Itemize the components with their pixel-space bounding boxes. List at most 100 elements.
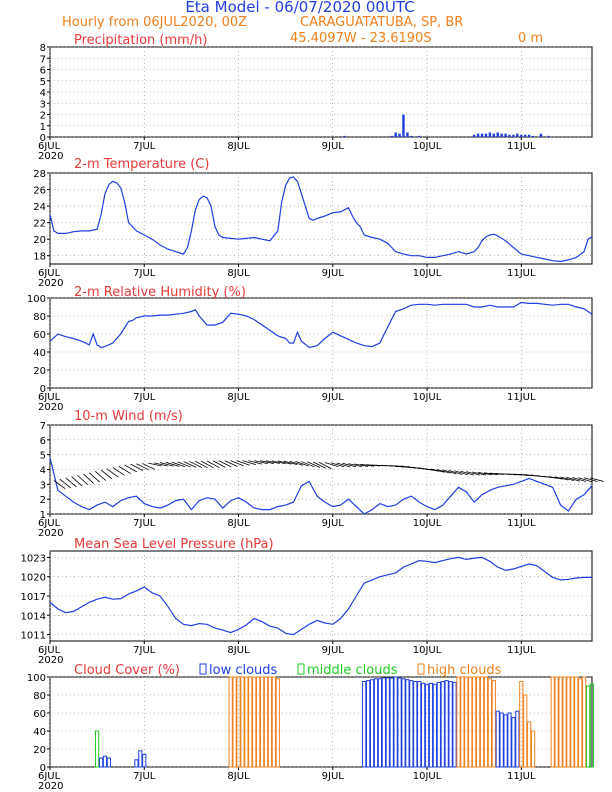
precip-bar <box>520 134 523 137</box>
cloud-bar <box>373 678 379 768</box>
precip-bar <box>417 135 421 137</box>
y-tick-label: 20 <box>33 235 46 246</box>
cloud-bar <box>460 676 465 768</box>
wind-arrow <box>142 463 156 470</box>
wind-arrow <box>77 474 89 486</box>
y-tick-label: 40 <box>33 348 46 359</box>
x-tick-label: 6JUL <box>38 392 61 403</box>
y-tick-label: 18 <box>33 252 46 263</box>
wind-arrow <box>83 473 94 484</box>
chart-subtitle: Hourly from 06JUL2020, 00Z <box>62 15 247 30</box>
cloud-bar <box>409 680 414 768</box>
cloud-bar <box>417 681 422 768</box>
cloud-bar <box>448 681 453 768</box>
wind-arrow <box>478 472 492 476</box>
wind-arrow <box>307 461 321 468</box>
x-tick-label: 9JUL <box>322 771 345 782</box>
wind-arrow <box>177 461 191 468</box>
wind-arrow <box>71 476 83 487</box>
cloud-bar <box>244 676 249 768</box>
plot-frame <box>49 297 593 389</box>
wind-arrow <box>206 460 220 469</box>
precip-bar <box>484 133 488 137</box>
y-tick-label: 1023 <box>21 553 46 564</box>
wind-arrow <box>425 468 439 472</box>
x-tick-label: 9JUL <box>322 518 345 529</box>
wind-arrow <box>118 465 131 474</box>
panel-title: Mean Sea Level Pressure (hPa) <box>74 537 274 552</box>
cloud-bar <box>401 678 406 768</box>
cloud-bar <box>362 681 367 768</box>
x-tick-label: 8JUL <box>227 771 250 782</box>
y-tick-label: 1 <box>40 510 46 521</box>
y-tick-label: 100 <box>27 673 46 684</box>
x-tick-label: 6JUL <box>38 518 61 529</box>
precip-bar <box>547 135 550 137</box>
coords-label: 45.4097W - 23.6190S <box>290 31 432 46</box>
legend-label: middle clouds <box>307 663 398 678</box>
precip-bar <box>527 134 531 137</box>
x-tick-label: 7JUL <box>133 518 156 529</box>
elevation-label: 0 m <box>518 31 543 46</box>
cloud-bar <box>138 750 143 768</box>
wind-arrow <box>130 463 144 471</box>
cloud-bar <box>578 678 583 768</box>
wind-arrow <box>159 462 174 467</box>
cloud-bar <box>456 676 461 768</box>
y-tick-label: 1020 <box>21 573 46 584</box>
wind-arrow <box>324 462 339 467</box>
wind-arrow <box>100 469 113 480</box>
x-tick-label: 8JUL <box>227 141 250 152</box>
cloud-bar <box>393 676 398 768</box>
legend-swatch <box>199 663 207 675</box>
cloud-bar <box>421 682 426 768</box>
precip-bar <box>531 135 535 137</box>
precip-bar <box>406 132 409 137</box>
precip-bar <box>394 132 397 137</box>
y-tick-label: 5 <box>40 77 46 88</box>
cloud-bar <box>98 757 104 768</box>
wind-arrow <box>260 460 274 464</box>
cloud-bar <box>472 676 477 768</box>
cloud-bar <box>397 677 402 768</box>
cloud-bar <box>487 678 492 768</box>
y-tick-label: 2 <box>40 111 46 122</box>
y-tick-label: 0 <box>40 384 46 395</box>
x-tick-label: 10JUL <box>413 645 442 656</box>
wind-arrow <box>136 463 150 471</box>
year-label: 2020 <box>38 655 63 666</box>
wind-arrow <box>454 470 469 476</box>
cloud-bar <box>440 681 445 768</box>
cloud-bar <box>464 676 469 768</box>
wind-arrow <box>336 462 351 468</box>
x-tick-label: 11JUL <box>507 645 536 656</box>
cloud-bar <box>381 677 386 768</box>
cloud-bar <box>530 730 536 768</box>
y-tick-label: 7 <box>40 54 46 65</box>
cloud-bar <box>95 730 100 768</box>
panel-3: 0 20 40 60 80 100 6JUL 7JUL 8JUL 9JUL 10JUL 11JUL 20… <box>27 285 593 413</box>
cloud-bar <box>483 676 489 768</box>
x-tick-label: 6JUL <box>38 771 61 782</box>
wind-arrow <box>248 460 262 465</box>
year-label: 2020 <box>38 781 63 792</box>
wind-arrow <box>165 461 180 467</box>
y-tick-label: 7 <box>40 421 46 432</box>
x-tick-label: 7JUL <box>133 268 156 279</box>
y-tick-label: 22 <box>33 219 46 230</box>
wind-arrow <box>153 462 168 467</box>
series-line <box>49 176 593 263</box>
x-tick-label: 10JUL <box>413 771 442 782</box>
y-tick-label: 3 <box>40 480 46 491</box>
x-tick-label: 11JUL <box>507 141 536 152</box>
wind-arrow <box>106 468 119 478</box>
cloud-bar <box>389 677 394 768</box>
precip-bar <box>512 134 515 137</box>
cloud-bar <box>259 676 265 768</box>
wind-arrow <box>271 460 286 465</box>
panel-4: 1 2 3 4 5 6 7 6JUL 7JUL 8JUL 9JUL 10JUL 11JUL 2020 10-… <box>38 409 604 539</box>
wind-arrow <box>53 480 66 490</box>
x-tick-label: 6JUL <box>38 141 61 152</box>
x-tick-label: 8JUL <box>227 645 250 656</box>
wind-arrow <box>472 471 486 476</box>
